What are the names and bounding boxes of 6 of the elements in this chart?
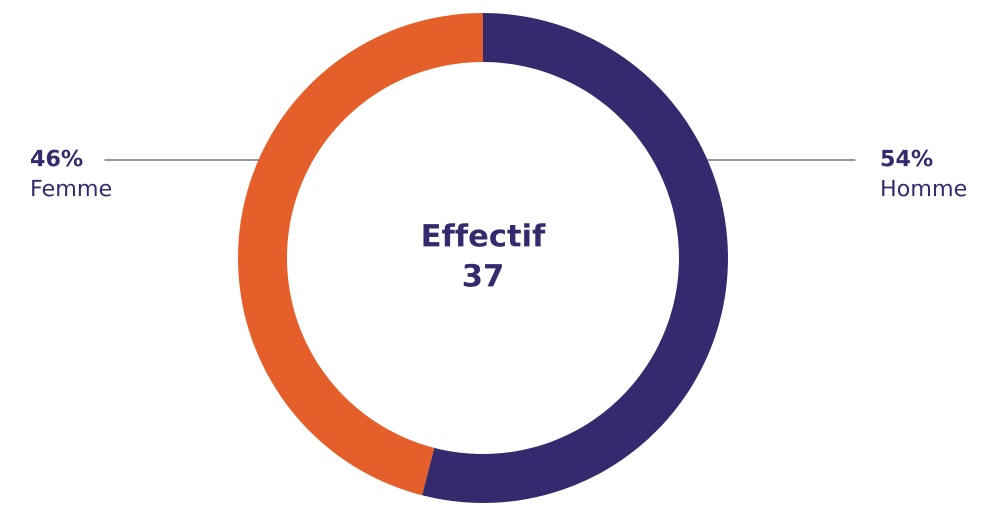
text: 37: [464, 264, 502, 287]
text: Effectif: [423, 223, 546, 247]
slice-label: Homme: [882, 180, 966, 196]
data-label: 54%: [882, 150, 932, 166]
data-label: 46%: [31, 150, 82, 166]
slice-label: Femme: [32, 180, 112, 196]
